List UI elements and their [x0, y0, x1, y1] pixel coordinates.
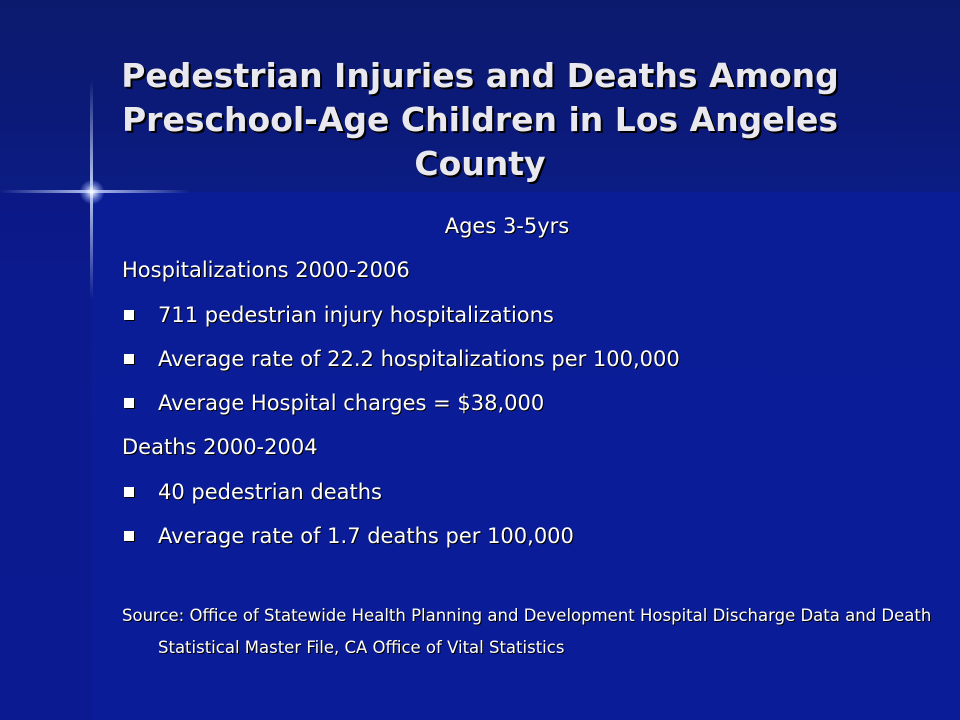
source-citation: Source: Office of Statewide Health Plann… — [122, 606, 932, 657]
background-content-area — [92, 192, 960, 720]
slide-title: Pedestrian Injuries and Deaths Among Pre… — [121, 56, 839, 183]
spacer — [122, 560, 922, 604]
square-bullet-icon — [124, 398, 134, 408]
list-item: Average Hospital charges = $38,000 — [122, 383, 922, 427]
list-item: 40 pedestrian deaths — [122, 472, 922, 516]
bullet-text: Average rate of 22.2 hospitalizations pe… — [158, 347, 680, 371]
list-item: 711 pedestrian injury hospitalizations — [122, 295, 922, 339]
square-bullet-icon — [124, 531, 134, 541]
square-bullet-icon — [124, 487, 134, 497]
bullet-text: Average Hospital charges = $38,000 — [158, 391, 545, 415]
bullet-text: 40 pedestrian deaths — [158, 480, 382, 504]
light-flare-icon — [80, 180, 104, 204]
square-bullet-icon — [124, 310, 134, 320]
bullet-text: Average rate of 1.7 deaths per 100,000 — [158, 524, 574, 548]
slide-content: Ages 3-5yrs Hospitalizations 2000-2006 7… — [122, 206, 931, 664]
bullet-text: 711 pedestrian injury hospitalizations — [158, 303, 554, 327]
list-item: Average rate of 1.7 deaths per 100,000 — [122, 516, 922, 560]
list-item: Average rate of 22.2 hospitalizations pe… — [122, 339, 922, 383]
background-title-band — [0, 0, 960, 192]
section-heading-hospitalizations: Hospitalizations 2000-2006 — [122, 258, 410, 282]
slide-subtitle: Ages 3-5yrs — [444, 214, 570, 238]
section-heading-deaths: Deaths 2000-2004 — [122, 435, 318, 459]
square-bullet-icon — [124, 354, 134, 364]
